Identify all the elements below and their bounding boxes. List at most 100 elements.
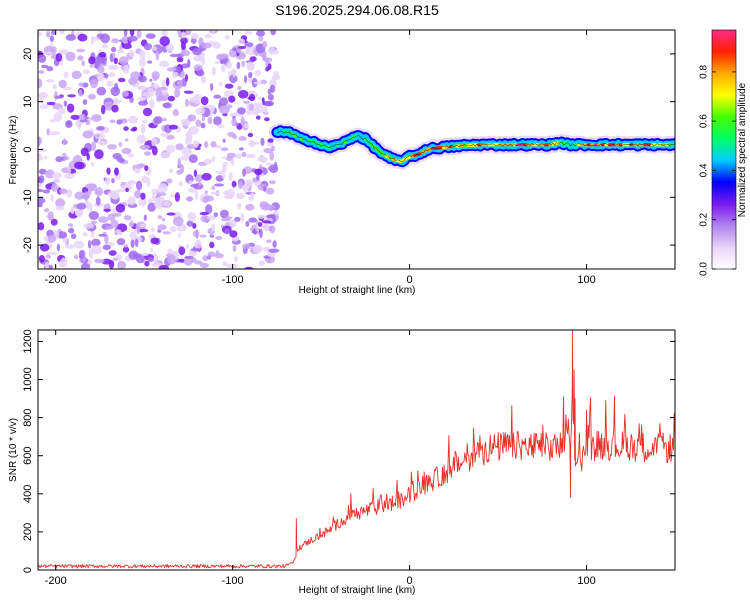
- noise-blob: [180, 155, 191, 161]
- noise-blob: [38, 54, 47, 63]
- noise-blob: [141, 175, 149, 184]
- noise-blob: [147, 60, 153, 64]
- noise-blob: [223, 190, 230, 196]
- noise-blob: [167, 254, 176, 265]
- noise-blob: [249, 56, 257, 62]
- noise-blob: [81, 60, 85, 67]
- noise-blob: [238, 180, 244, 190]
- noise-blob: [114, 167, 119, 176]
- noise-blob: [261, 97, 265, 104]
- noise-blob: [73, 240, 85, 249]
- noise-blob: [144, 165, 149, 172]
- noise-blob: [64, 173, 75, 179]
- noise-blob: [118, 141, 123, 147]
- noise-blob: [116, 189, 125, 193]
- noise-blob: [96, 72, 105, 82]
- noise-blob: [194, 94, 200, 99]
- noise-blob: [257, 96, 262, 100]
- noise-blob: [244, 266, 254, 269]
- noise-blob: [41, 64, 49, 69]
- colorbar-tick-label: 0.2: [699, 212, 710, 226]
- noise-blob: [137, 228, 149, 233]
- noise-blob: [143, 43, 152, 51]
- noise-blob: [115, 229, 122, 235]
- noise-blob: [47, 251, 58, 255]
- noise-blob: [260, 137, 265, 146]
- noise-blob: [112, 207, 116, 214]
- noise-blob: [252, 230, 258, 235]
- noise-blob: [203, 158, 212, 165]
- noise-blob: [122, 246, 130, 253]
- noise-blob: [91, 35, 95, 45]
- noise-blob: [226, 61, 232, 70]
- noise-blob: [108, 250, 117, 256]
- noise-blob: [263, 106, 268, 114]
- noise-blob: [136, 224, 140, 234]
- spectrogram-xtick-label: -100: [222, 274, 244, 286]
- noise-blob: [258, 36, 264, 42]
- noise-blob: [244, 179, 254, 186]
- noise-blob: [192, 47, 203, 56]
- noise-blob: [128, 50, 135, 58]
- noise-blob: [77, 55, 84, 61]
- noise-blob: [274, 210, 279, 215]
- noise-blob: [210, 141, 217, 148]
- noise-blob: [38, 182, 42, 188]
- noise-blob: [98, 233, 107, 237]
- noise-blob: [145, 33, 156, 39]
- noise-blob: [70, 206, 75, 215]
- noise-blob: [163, 151, 171, 158]
- noise-blob: [185, 244, 189, 249]
- noise-blob: [242, 184, 249, 193]
- noise-blob: [263, 148, 274, 154]
- noise-blob: [188, 187, 198, 193]
- noise-blob: [237, 107, 246, 115]
- noise-blob: [59, 49, 69, 55]
- noise-blob: [110, 86, 121, 97]
- noise-blob: [59, 30, 65, 35]
- noise-blob: [136, 97, 147, 101]
- noise-blob: [205, 204, 213, 215]
- noise-blob: [91, 141, 96, 152]
- noise-blob: [130, 239, 135, 248]
- noise-blob: [179, 164, 185, 174]
- noise-blob: [52, 172, 62, 179]
- noise-blob: [82, 232, 88, 237]
- noise-blob: [263, 223, 271, 232]
- noise-blob: [44, 261, 50, 269]
- noise-blob: [38, 222, 45, 231]
- noise-blob: [124, 138, 129, 142]
- noise-blob: [201, 42, 212, 49]
- noise-blob: [121, 43, 132, 50]
- noise-blob: [257, 214, 267, 219]
- noise-blob: [248, 71, 253, 79]
- spectrogram-ylabel: Frequency (Hz): [8, 116, 19, 185]
- noise-blob: [242, 168, 246, 177]
- noise-blob: [94, 132, 106, 140]
- noise-blob: [63, 156, 70, 161]
- noise-blob: [254, 92, 258, 98]
- noise-blob: [143, 214, 147, 221]
- noise-blob: [237, 85, 242, 91]
- noise-blob: [162, 231, 171, 235]
- noise-blob: [38, 168, 47, 175]
- noise-blob: [269, 225, 276, 234]
- noise-blob: [246, 102, 250, 113]
- ridge-guide-line: [276, 130, 675, 163]
- noise-blob: [211, 30, 216, 33]
- noise-blob: [185, 133, 193, 141]
- noise-blob: [46, 66, 54, 72]
- spectrogram-xlabel: Height of straight line (km): [299, 285, 416, 296]
- noise-blob: [265, 66, 270, 72]
- noise-blob: [188, 180, 194, 184]
- noise-blob: [247, 62, 254, 70]
- noise-blob: [232, 69, 236, 78]
- noise-blob: [67, 227, 75, 234]
- noise-blob: [260, 157, 268, 164]
- snr-series-line: [38, 330, 675, 569]
- noise-blob: [131, 126, 138, 131]
- noise-blob: [213, 116, 222, 126]
- noise-blob: [219, 81, 223, 87]
